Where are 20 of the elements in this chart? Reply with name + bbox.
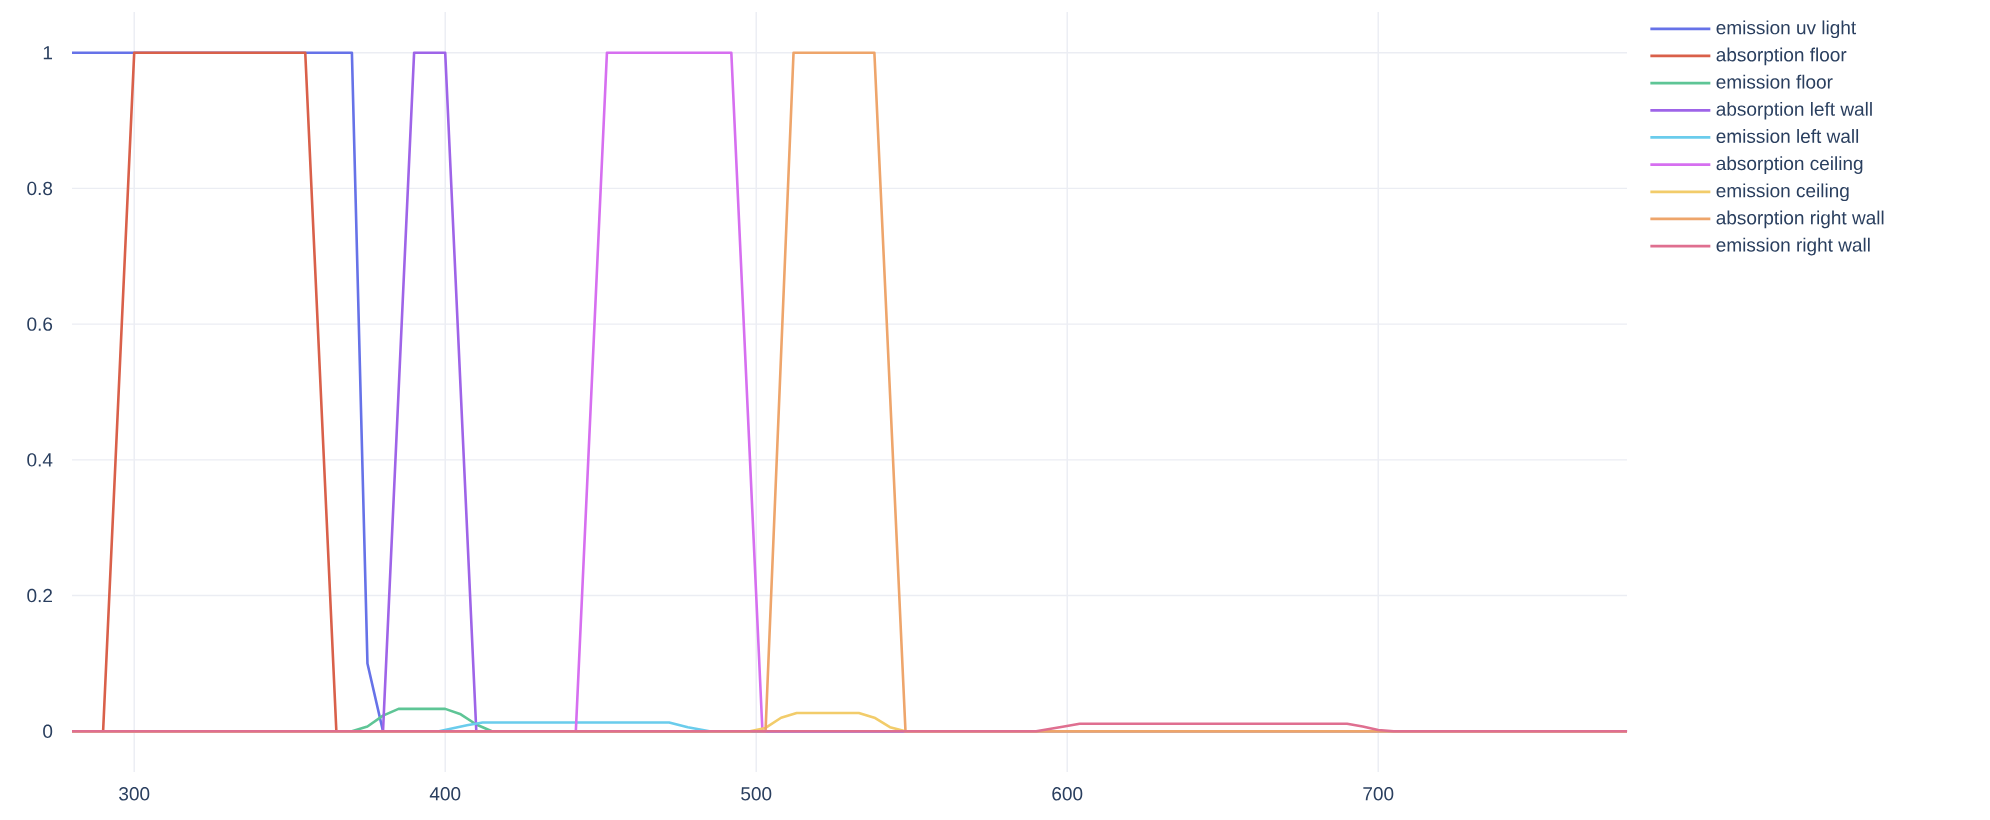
x-tick-label: 700 (1363, 787, 1394, 801)
x-tick-label: 300 (119, 787, 150, 801)
y-tick-label: 0.2 (27, 588, 52, 603)
legend-label: absorption left wall (1716, 101, 1872, 120)
legend-label: absorption right wall (1716, 210, 1884, 229)
legend-label: absorption floor (1716, 47, 1847, 66)
x-tick-label: 400 (429, 787, 461, 801)
y-tick-label: 0.8 (27, 181, 53, 196)
legend-label: emission uv light (1716, 20, 1857, 39)
legend-label: emission floor (1716, 74, 1833, 89)
x-tick-label: 600 (1052, 787, 1083, 801)
legend-label: emission right wall (1716, 237, 1870, 256)
legend-label: emission left wall (1716, 129, 1859, 144)
legend-label: emission ceiling (1716, 183, 1849, 202)
x-tick-label: 500 (741, 787, 772, 801)
y-tick-label: 0.4 (27, 453, 53, 467)
y-tick-label: 0.6 (27, 317, 53, 331)
y-tick-label: 0 (43, 724, 53, 739)
legend-label: absorption ceiling (1716, 156, 1863, 174)
y-tick-label: 1 (43, 46, 52, 60)
